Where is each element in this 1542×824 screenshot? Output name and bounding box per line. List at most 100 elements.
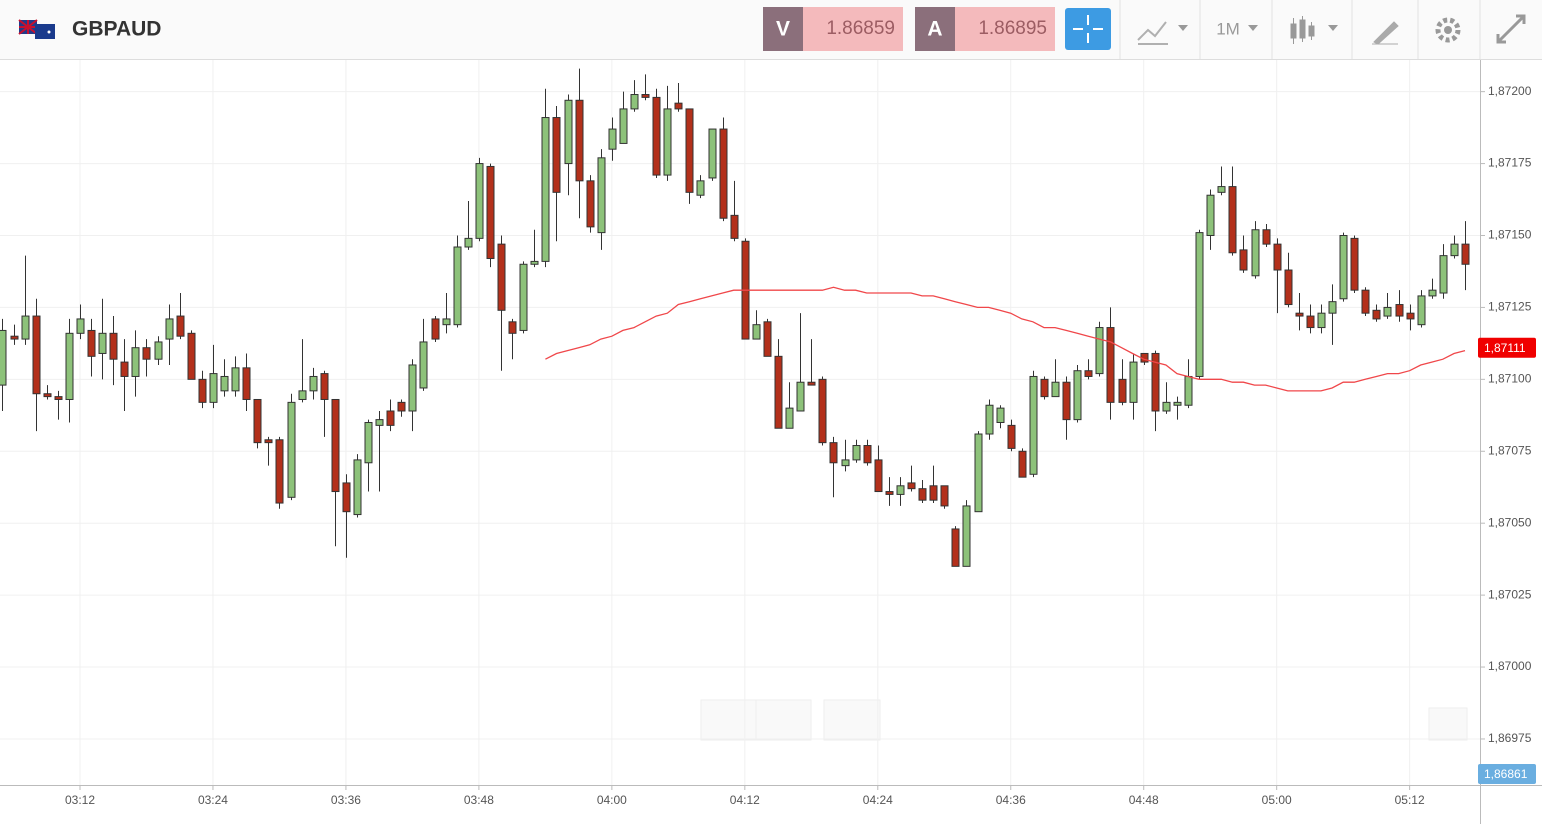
candle-body [685,108,694,193]
candle-body [1118,378,1127,403]
candle-body [1195,232,1204,377]
y-tick-label: 1,87100 [1488,372,1532,386]
candle-body [1383,306,1392,317]
candle-body [442,318,451,326]
candle-body [375,419,384,426]
y-tick-label: 1,87175 [1488,156,1532,170]
bid-price-bg [1478,764,1536,784]
candle-body [0,329,7,386]
candle-body [220,375,229,392]
dropdown-arrow[interactable] [1328,25,1338,31]
x-tick-label: 04:00 [597,793,627,807]
candle-body [896,485,905,495]
buy-label[interactable]: A [927,18,942,41]
candle-body [597,157,606,234]
candle-body [320,373,329,400]
candle-body [1461,243,1470,265]
candle-body [386,410,395,426]
buy-price[interactable]: 1.86895 [978,18,1047,39]
candle-body [1040,378,1049,398]
candle-body [519,263,528,331]
last-price-label: 1,87111 [1484,341,1526,355]
candle-body [1295,312,1304,317]
candle-body [1062,381,1071,421]
settings-icon[interactable] [1435,17,1461,43]
candle-body [1129,361,1138,403]
y-tick-label: 1,87050 [1488,515,1532,529]
candle-body [131,347,140,377]
candle-body [1206,194,1215,236]
candle-body [1273,243,1282,271]
buy-price-bg[interactable] [955,7,1055,51]
scroll-control[interactable] [1428,707,1468,741]
sell-price-bg[interactable] [803,7,903,51]
toolbar: GBPAUD V 1.86859 A 1.86895 1M [0,0,1542,60]
candle-body [564,99,573,165]
candle-body [309,375,318,392]
interval[interactable]: 1M [1216,19,1240,38]
symbol: GBPAUD [72,18,161,41]
candle-body [696,180,705,196]
candle-body [829,442,838,464]
candle-body [852,445,861,461]
candle-body [663,108,672,176]
candle-body [353,459,362,516]
flag-au-star [47,30,51,34]
candle-body [752,324,761,340]
candle-body [275,439,284,504]
candles-icon[interactable] [1290,16,1315,44]
draw-icon[interactable] [1372,21,1399,45]
sell-label-bg[interactable] [763,7,803,51]
candle-body [586,180,595,228]
candle-body [176,315,185,337]
candle-body [1173,401,1182,406]
candle-body [652,96,661,176]
candle-body [785,407,794,429]
candle-body [264,439,273,444]
candle-body [1361,289,1370,314]
candle-body [774,355,783,429]
chart-type-icon[interactable] [1137,21,1168,45]
sell-price[interactable]: 1.86859 [826,18,895,39]
candle-body [1029,375,1038,475]
candle-body [1372,309,1381,320]
candle-body [641,94,650,98]
candle-body [21,315,30,340]
x-tick-label: 03:12 [65,793,95,807]
candle-body [1095,327,1104,375]
fullscreen-icon[interactable] [1496,14,1526,44]
dropdown-arrow[interactable] [1248,25,1258,31]
candle-body [1228,186,1237,254]
candle-body [43,393,52,398]
candle-body [98,332,107,354]
candle-body [1251,229,1260,277]
candle-body [1417,295,1426,326]
x-tick-label: 04:36 [996,793,1026,807]
dropdown-arrow[interactable] [1178,25,1188,31]
candle-body [1428,289,1437,297]
candle-body [1018,450,1027,478]
x-tick-label: 03:24 [198,793,228,807]
bid-price-label: 1,86861 [1484,767,1528,781]
x-tick-label: 04:24 [863,793,893,807]
candle-body [1350,237,1359,291]
candle-body [242,367,251,400]
candle-body [76,318,85,334]
x-tick-label: 04:12 [730,793,760,807]
reset-control[interactable] [823,699,881,741]
candle-body [109,332,118,360]
candle-body [918,488,927,501]
candle-body [1439,255,1448,294]
candle-body [951,528,960,567]
candle-body [1073,370,1082,421]
candle-body [541,117,550,262]
candle-body [475,163,484,239]
candle-body [298,390,307,400]
candle-body [1151,352,1160,412]
candle-body [1239,249,1248,271]
y-tick-label: 1,87150 [1488,228,1532,242]
sell-label[interactable]: V [776,18,790,41]
crosshair-button[interactable] [1065,8,1111,50]
buy-label-bg[interactable] [915,7,955,51]
y-tick-label: 1,87000 [1488,659,1532,673]
